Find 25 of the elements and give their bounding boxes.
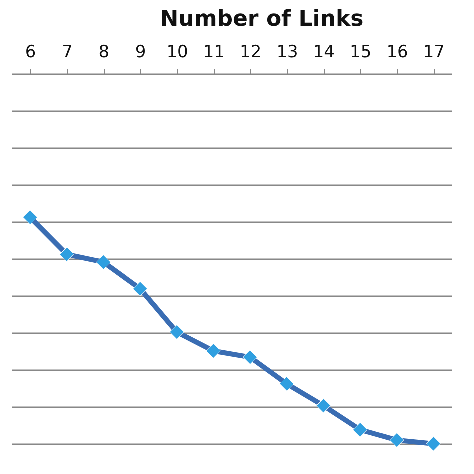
x-tick-label: 13 bbox=[276, 42, 298, 62]
x-tick-label: 16 bbox=[386, 42, 408, 62]
x-tick-label: 17 bbox=[423, 42, 445, 62]
x-tick-label: 7 bbox=[62, 42, 73, 62]
x-tick-label: 6 bbox=[25, 42, 36, 62]
point bbox=[316, 398, 331, 414]
point bbox=[426, 436, 441, 452]
x-tick-label: 8 bbox=[98, 42, 110, 62]
x-tick-label: 11 bbox=[203, 42, 225, 62]
x-tick-label: 9 bbox=[135, 42, 146, 62]
point bbox=[390, 432, 404, 448]
x-tick-label: 12 bbox=[240, 42, 262, 62]
x-tick-label: 15 bbox=[350, 42, 372, 62]
point bbox=[170, 324, 184, 340]
x-tick-label: 14 bbox=[313, 42, 335, 62]
point bbox=[133, 282, 148, 296]
point bbox=[243, 350, 258, 365]
point bbox=[353, 422, 368, 438]
point bbox=[23, 210, 38, 225]
chart-title: Number of Links bbox=[160, 7, 364, 32]
x-tick-label: 10 bbox=[166, 42, 188, 62]
point bbox=[60, 247, 74, 262]
point bbox=[96, 255, 111, 270]
point bbox=[280, 376, 294, 392]
point bbox=[206, 344, 221, 358]
